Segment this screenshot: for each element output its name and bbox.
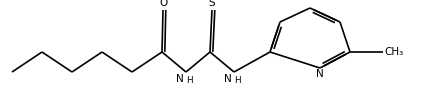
Text: CH₃: CH₃ — [384, 47, 404, 57]
Text: O: O — [159, 0, 167, 8]
Text: N: N — [224, 74, 232, 84]
Text: S: S — [209, 0, 215, 8]
Text: N: N — [316, 69, 324, 79]
Text: H: H — [186, 76, 193, 85]
Text: H: H — [234, 76, 241, 85]
Text: N: N — [176, 74, 184, 84]
